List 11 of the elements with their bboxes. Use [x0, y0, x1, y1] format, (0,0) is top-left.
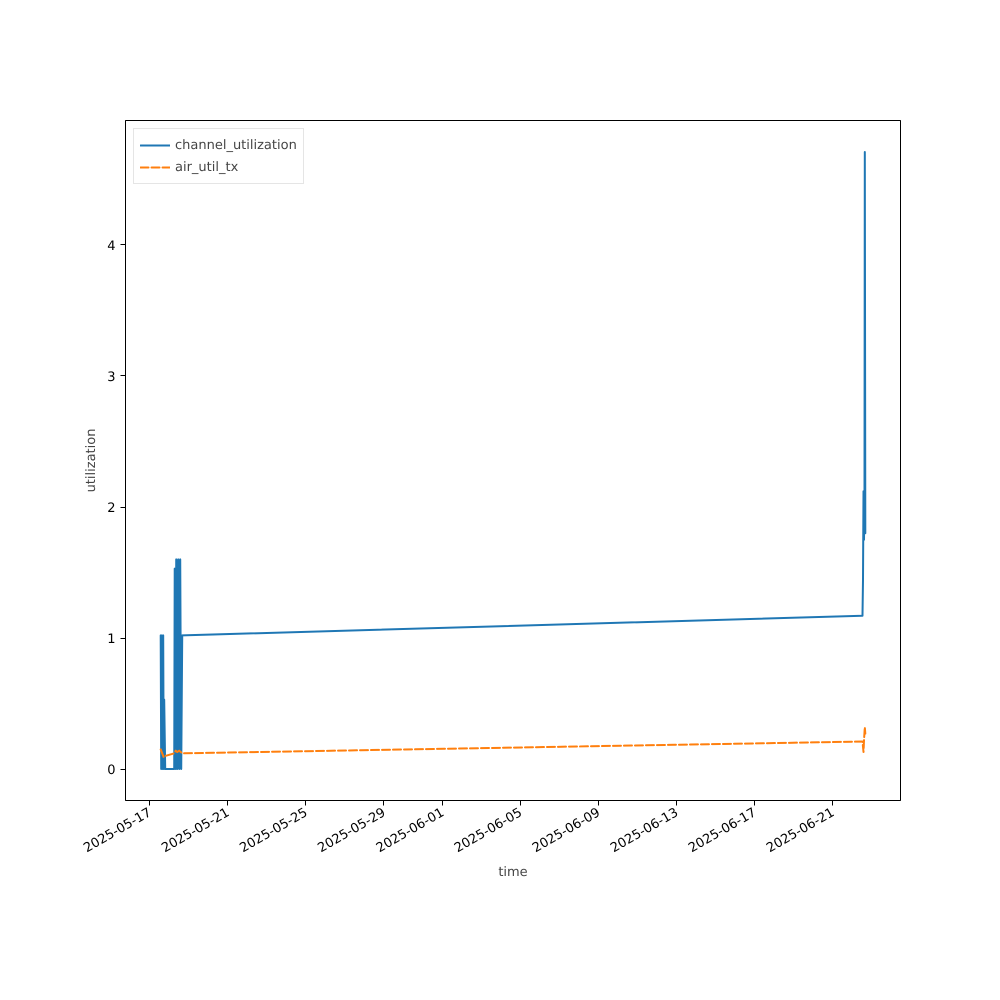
y-tick-label: 0: [107, 763, 116, 778]
y-tick-label: 4: [107, 238, 116, 254]
y-tick-label: 1: [107, 632, 116, 648]
legend-label: air_util_tx: [175, 160, 238, 174]
y-tick-label: 2: [107, 501, 116, 516]
y-tick-label: 3: [107, 370, 116, 385]
line-series: [160, 726, 866, 758]
line-series: [160, 150, 866, 770]
legend-label: channel_utilization: [175, 138, 297, 152]
x-axis-title: time: [498, 864, 528, 880]
y-axis-title: utilization: [84, 428, 100, 492]
